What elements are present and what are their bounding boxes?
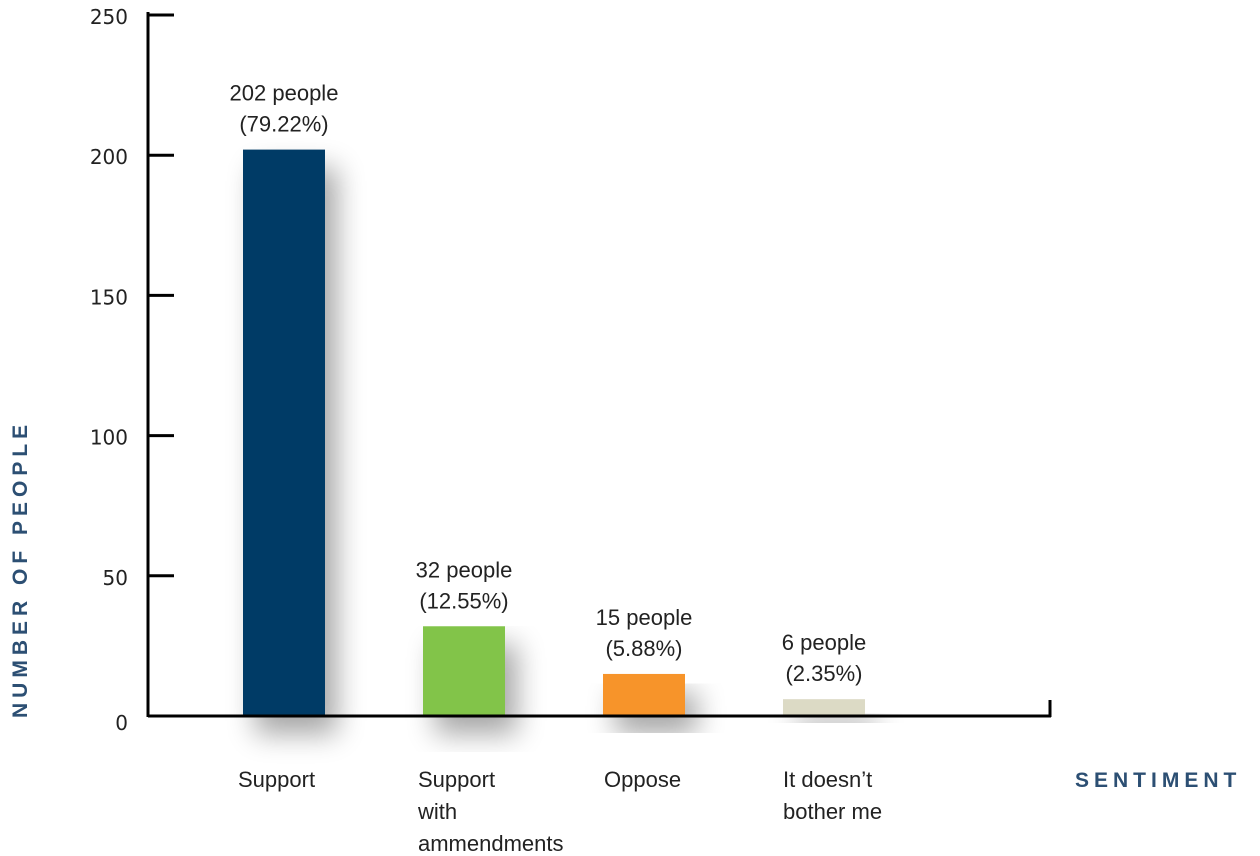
y-tick-label: 50 [103, 566, 128, 590]
bar-data-label: (79.22%) [239, 112, 328, 137]
bar [243, 149, 325, 717]
bar-data-label: 202 people [230, 81, 339, 106]
y-tick-label: 250 [90, 5, 128, 29]
y-tick-label: 150 [90, 285, 128, 309]
category-label: with [417, 799, 457, 824]
category-label: bother me [783, 799, 882, 824]
bar-data-label: (5.88%) [605, 636, 682, 661]
y-axis-title: NUMBER OF PEOPLE [9, 420, 32, 718]
category-label: ammendments [418, 831, 564, 856]
category-label: Oppose [604, 767, 681, 792]
bar [603, 673, 685, 716]
x-axis-title: SENTIMENT [1075, 769, 1241, 792]
bar-data-label: 32 people [416, 557, 513, 582]
bars [243, 149, 865, 717]
category-labels: Support Support with ammendments Oppose It do… [238, 767, 882, 856]
axes [146, 12, 1052, 718]
bar-data-label: 6 people [782, 630, 866, 655]
bar-data-label: (12.55%) [419, 588, 508, 613]
bar [423, 626, 505, 716]
y-tick-label: 0 [115, 711, 128, 735]
category-label: It doesn’t [783, 767, 872, 792]
category-label: Support [418, 767, 495, 792]
y-tick-label: 100 [90, 426, 128, 450]
y-axis-ticks: 0 50 100 150 200 250 [90, 5, 174, 735]
category-label: Support [238, 767, 315, 792]
y-tick-label: 200 [90, 145, 128, 169]
bar-data-label: 15 people [596, 605, 693, 630]
data-labels: 202 people (79.22%) 32 people (12.55%) 15 pe… [230, 81, 867, 687]
bar-data-label: (2.35%) [785, 661, 862, 686]
bar [783, 699, 865, 716]
